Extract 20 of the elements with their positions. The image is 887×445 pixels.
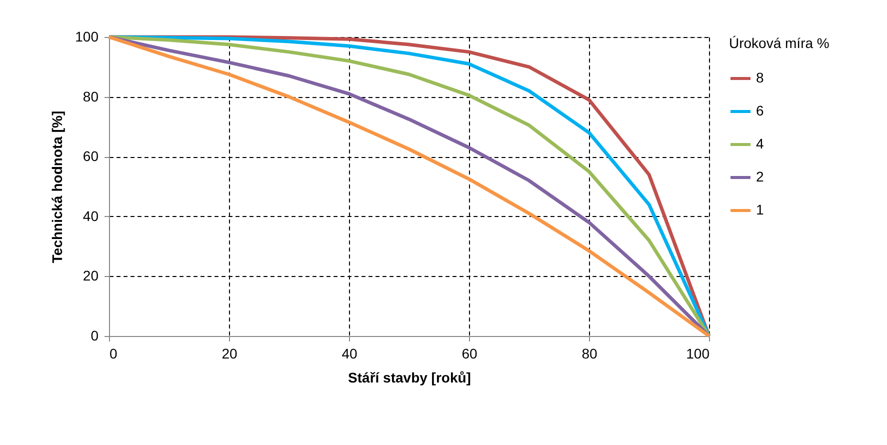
legend-title: Úroková míra %	[729, 35, 830, 51]
legend-label: 8	[756, 70, 764, 86]
x-axis-title: Stáří stavby [roků]	[348, 370, 471, 386]
x-tick-label: 60	[462, 346, 478, 362]
legend-label: 1	[756, 202, 764, 218]
legend-label: 6	[756, 102, 764, 118]
y-tick-label: 20	[82, 268, 99, 284]
y-tick-label: 80	[82, 88, 99, 104]
y-tick-label: 40	[82, 208, 99, 224]
x-tick-label: 40	[342, 346, 358, 362]
y-tick-label: 0	[90, 328, 99, 344]
legend-label: 4	[756, 136, 764, 152]
y-tick-label: 60	[82, 148, 99, 164]
y-tick-label: 100	[75, 28, 99, 44]
x-tick-label: 20	[222, 346, 238, 362]
y-axis-title: Technická hodnota [%]	[49, 110, 66, 264]
x-tick-label: 0	[110, 346, 118, 362]
x-tick-label: 100	[686, 346, 710, 362]
x-tick-label: 80	[582, 346, 598, 362]
legend-label: 2	[756, 168, 764, 184]
